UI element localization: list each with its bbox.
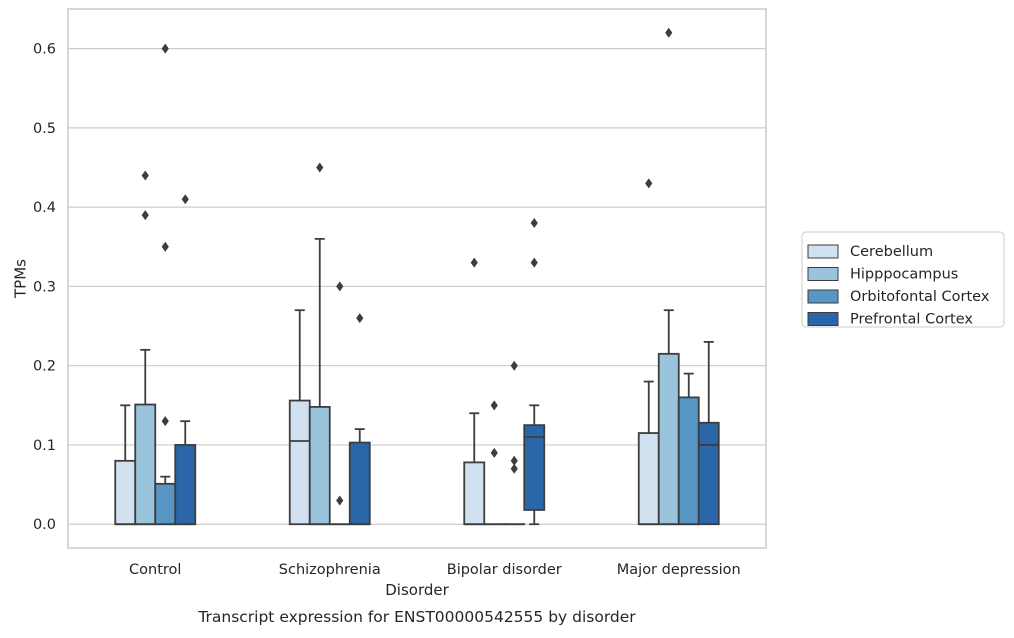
y-axis-ticks: 0.0 0.1 0.2 0.3 0.4 0.5 0.6	[33, 42, 56, 534]
box-prefrontal-cortex	[699, 342, 719, 524]
legend-swatch	[808, 245, 838, 258]
box-cerebellum	[464, 258, 484, 525]
box-iqr	[155, 484, 175, 524]
y-tick-label: 0.1	[33, 438, 56, 454]
outlier-point	[491, 448, 498, 458]
box-iqr	[659, 354, 679, 524]
x-tick-label: Major depression	[617, 562, 741, 578]
box-iqr	[350, 443, 370, 525]
box-orbitofontal-cortex	[330, 281, 350, 524]
box-iqr	[679, 397, 699, 524]
outlier-point	[162, 416, 169, 426]
x-tick-label: Control	[129, 562, 181, 578]
y-tick-label: 0.5	[33, 121, 56, 137]
legend-swatch	[808, 268, 838, 281]
y-tick-label: 0.0	[33, 517, 56, 533]
x-tick-label: Schizophrenia	[279, 562, 381, 578]
box-orbitofontal-cortex	[504, 361, 524, 525]
outlier-point	[162, 242, 169, 252]
outlier-point	[316, 163, 323, 173]
outlier-point	[645, 178, 652, 188]
x-axis-ticks: Control Schizophrenia Bipolar disorder Majo…	[129, 562, 741, 578]
outlier-point	[182, 194, 189, 204]
outlier-point	[336, 281, 343, 291]
x-tick-label: Bipolar disorder	[447, 562, 562, 578]
legend-swatch	[808, 290, 838, 303]
box-orbitofontal-cortex	[155, 44, 175, 525]
box-prefrontal-cortex	[175, 194, 195, 524]
box-iqr	[175, 445, 195, 524]
box-hipppocampus	[659, 28, 679, 524]
y-tick-label: 0.2	[33, 359, 56, 375]
plot-area	[115, 28, 719, 524]
outlier-point	[142, 170, 149, 180]
box-cerebellum	[290, 310, 310, 524]
y-tick-label: 0.3	[33, 279, 56, 295]
box-orbitofontal-cortex	[679, 374, 699, 525]
box-hipppocampus	[135, 170, 155, 524]
legend-label: Cerebellum	[850, 244, 933, 260]
box-iqr	[310, 407, 330, 524]
legend-label: Prefrontal Cortex	[850, 312, 973, 328]
box-cerebellum	[639, 178, 659, 524]
box-prefrontal-cortex	[524, 218, 544, 524]
outlier-point	[471, 258, 478, 268]
outlier-point	[665, 28, 672, 38]
outlier-point	[511, 361, 518, 371]
outlier-point	[336, 495, 343, 505]
outlier-point	[356, 313, 363, 323]
y-axis-label: TPMs	[11, 259, 29, 299]
box-iqr	[639, 433, 659, 524]
outlier-point	[531, 218, 538, 228]
box-iqr	[699, 423, 719, 524]
outlier-point	[531, 258, 538, 268]
legend: Cerebellum Hipppocampus Orbitofontal Corte…	[802, 232, 1004, 328]
y-tick-label: 0.4	[33, 200, 56, 216]
box-iqr	[115, 461, 135, 524]
y-tick-label: 0.6	[33, 42, 56, 58]
box-hipppocampus	[484, 400, 504, 524]
outlier-point	[142, 210, 149, 220]
outlier-point	[491, 400, 498, 410]
box-prefrontal-cortex	[350, 313, 370, 524]
x-axis-label: Disorder	[385, 581, 449, 599]
box-iqr	[290, 401, 310, 525]
legend-label: Hipppocampus	[850, 267, 958, 283]
legend-swatch	[808, 313, 838, 326]
box-cerebellum	[115, 405, 135, 524]
box-iqr	[135, 405, 155, 525]
outlier-point	[511, 456, 518, 466]
box-iqr	[464, 462, 484, 524]
box-hipppocampus	[310, 163, 330, 525]
legend-label: Orbitofontal Cortex	[850, 289, 990, 305]
chart-caption: Transcript expression for ENST0000054255…	[197, 608, 636, 626]
outlier-point	[162, 44, 169, 54]
